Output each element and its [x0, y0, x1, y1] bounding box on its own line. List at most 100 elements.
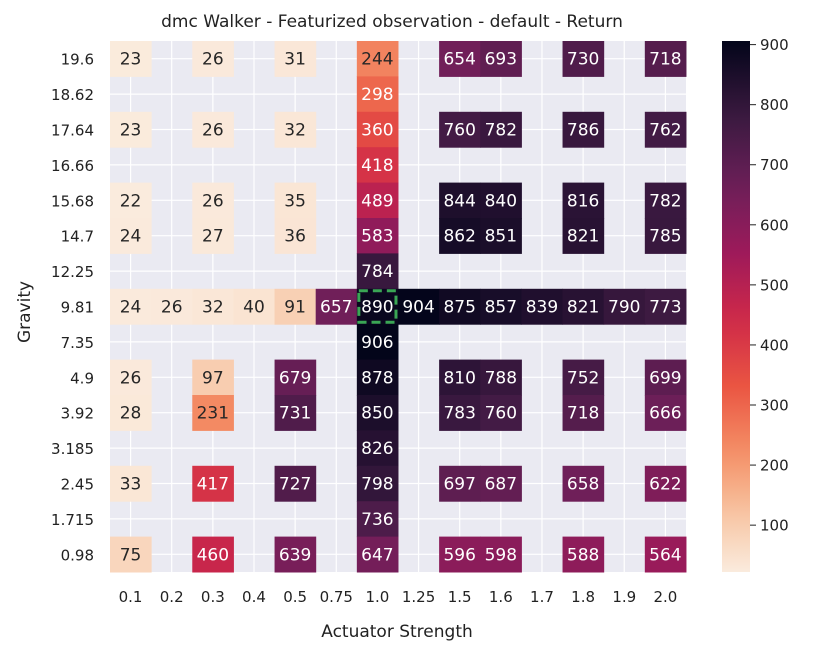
- heatmap-cell: [110, 288, 152, 325]
- heatmap-cell: [439, 111, 481, 148]
- x-tick-label: 1.6: [489, 588, 513, 606]
- cell-value-label: 786: [567, 121, 599, 141]
- y-tick-label: 18.62: [51, 86, 94, 104]
- x-axis-label: Actuator Strength: [321, 622, 473, 642]
- colorbar-tick-label: 100: [760, 517, 789, 535]
- colorbar-tick-label: 200: [760, 457, 789, 475]
- y-tick-label: 15.68: [51, 192, 94, 210]
- heatmap-cell: [274, 359, 317, 396]
- heatmap-cell: [274, 288, 317, 325]
- cell-value-label: 718: [649, 50, 681, 70]
- heatmap-cell: [562, 218, 605, 254]
- cell-value-label: 810: [443, 368, 475, 388]
- chart-title: dmc Walker - Featurized observation - de…: [161, 12, 623, 32]
- heatmap-cell: [480, 111, 522, 148]
- cell-value-label: 679: [279, 368, 311, 388]
- heatmap-cell: [439, 41, 481, 77]
- x-tick-label: 0.1: [119, 588, 143, 606]
- cell-value-label: 36: [284, 227, 306, 247]
- heatmap-cell: [644, 536, 687, 573]
- cell-value-label: 489: [361, 191, 393, 211]
- heatmap-cell: [274, 111, 317, 148]
- heatmap-cell: [480, 182, 522, 219]
- cell-value-label: 693: [485, 50, 517, 70]
- cell-value-label: 878: [361, 368, 393, 388]
- cell-value-label: 24: [120, 227, 142, 247]
- heatmap-cell: [644, 359, 687, 396]
- cell-value-label: 906: [361, 333, 393, 353]
- y-tick-labels: 19.6 18.62 17.64 16.66 15.68 14.7 12.25 9.81 7.3…: [51, 51, 94, 565]
- heatmap-cell: [356, 147, 399, 184]
- cell-value-label: 904: [402, 298, 434, 318]
- cell-value-label: 35: [284, 191, 306, 211]
- heatmap-cell: [562, 111, 605, 148]
- cell-value-label: 718: [567, 404, 599, 424]
- cell-value-label: 697: [443, 475, 475, 495]
- y-axis-label: Gravity: [15, 281, 35, 343]
- cell-value-label: 840: [485, 191, 517, 211]
- y-tick-label: 3.185: [51, 440, 94, 458]
- heatmap-cell: [356, 501, 399, 538]
- heatmap-cell: [644, 111, 687, 148]
- x-tick-label: 0.2: [160, 588, 184, 606]
- heatmap-cell: [603, 288, 646, 325]
- heatmap-cell: [192, 395, 234, 431]
- cell-value-label: 417: [197, 475, 229, 495]
- x-tick-label: 1.0: [365, 588, 389, 606]
- y-tick-label: 12.25: [51, 263, 94, 281]
- cell-value-label: 699: [649, 368, 681, 388]
- x-tick-label: 1.8: [571, 588, 595, 606]
- heatmap-cell: [110, 182, 152, 219]
- heatmap-cell: [356, 288, 399, 325]
- cell-value-label: 23: [120, 121, 142, 141]
- heatmap-cell: [356, 111, 399, 148]
- heatmap-cell: [356, 395, 399, 431]
- cell-value-label: 26: [161, 298, 183, 318]
- y-tick-label: 4.9: [70, 369, 94, 387]
- cell-value-label: 782: [485, 121, 517, 141]
- heatmap-cell: [439, 395, 481, 431]
- cell-value-label: 783: [443, 404, 475, 424]
- x-tick-label: 1.7: [530, 588, 554, 606]
- x-tick-labels: 0.1 0.2 0.3 0.4 0.5 0.75 1.0 1.25 1.5 1.6 1.7 1.8 1.…: [119, 588, 678, 606]
- heatmap-cell: [315, 288, 358, 325]
- heatmap-cell: [644, 41, 687, 77]
- cell-value-label: 31: [284, 50, 306, 70]
- cell-value-label: 654: [443, 50, 475, 70]
- cell-value-label: 657: [320, 298, 352, 318]
- cell-value-label: 588: [567, 545, 599, 565]
- heatmap-cell: [192, 465, 234, 502]
- x-tick-label: 1.5: [448, 588, 472, 606]
- cell-value-label: 760: [443, 121, 475, 141]
- heatmap-cell: [562, 536, 605, 573]
- y-tick-label: 14.7: [61, 228, 94, 246]
- heatmap-cell: [356, 41, 399, 77]
- cell-value-label: 460: [197, 545, 229, 565]
- cell-value-label: 727: [279, 475, 311, 495]
- cell-value-label: 875: [443, 298, 475, 318]
- cell-value-label: 687: [485, 475, 517, 495]
- heatmap-cell: [110, 359, 152, 396]
- heatmap-cell: [480, 536, 522, 573]
- heatmap-cell: [356, 324, 399, 361]
- cell-value-label: 821: [567, 298, 599, 318]
- heatmap-cell: [274, 41, 317, 77]
- cell-value-label: 622: [649, 475, 681, 495]
- heatmap-cell: [480, 41, 522, 77]
- cell-value-label: 666: [649, 404, 681, 424]
- y-tick-label: 1.715: [51, 511, 94, 529]
- cell-value-label: 844: [443, 191, 475, 211]
- heatmap-cell: [356, 218, 399, 254]
- cell-value-label: 788: [485, 368, 517, 388]
- heatmap-cell: [562, 182, 605, 219]
- heatmap-cell: [644, 182, 687, 219]
- y-tick-label: 0.98: [61, 546, 94, 564]
- heatmap-cell: [192, 359, 234, 396]
- cell-value-label: 91: [284, 298, 306, 318]
- colorbar-tick-label: 800: [760, 96, 789, 114]
- cell-value-label: 598: [485, 545, 517, 565]
- heatmap-cell: [521, 288, 564, 325]
- colorbar-tick-label: 400: [760, 336, 789, 354]
- heatmap-cell: [110, 41, 152, 77]
